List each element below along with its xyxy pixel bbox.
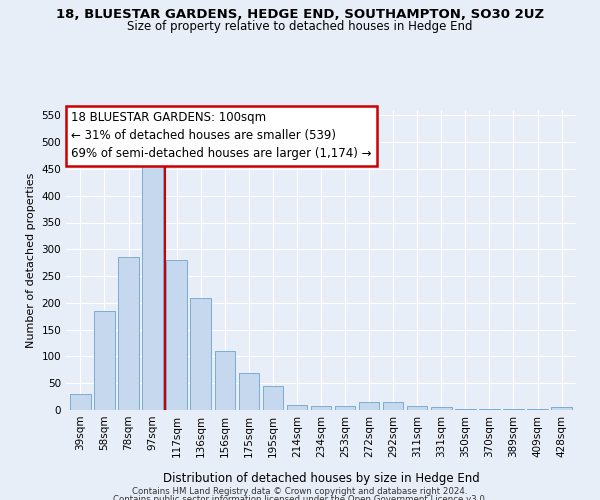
Text: 18 BLUESTAR GARDENS: 100sqm
← 31% of detached houses are smaller (539)
69% of se: 18 BLUESTAR GARDENS: 100sqm ← 31% of det…: [71, 112, 371, 160]
Bar: [190, 298, 211, 410]
Bar: [287, 404, 307, 410]
Bar: [527, 409, 548, 410]
Bar: [263, 386, 283, 410]
Bar: [311, 406, 331, 410]
Bar: [94, 311, 115, 410]
Bar: [383, 402, 403, 410]
Bar: [503, 409, 524, 410]
Bar: [70, 394, 91, 410]
Bar: [431, 408, 452, 410]
Bar: [407, 406, 427, 410]
Bar: [335, 406, 355, 410]
Bar: [479, 409, 500, 410]
Bar: [142, 166, 163, 410]
Text: Contains public sector information licensed under the Open Government Licence v3: Contains public sector information licen…: [113, 495, 487, 500]
Text: Contains HM Land Registry data © Crown copyright and database right 2024.: Contains HM Land Registry data © Crown c…: [132, 488, 468, 496]
Bar: [239, 372, 259, 410]
Bar: [166, 260, 187, 410]
Text: 18, BLUESTAR GARDENS, HEDGE END, SOUTHAMPTON, SO30 2UZ: 18, BLUESTAR GARDENS, HEDGE END, SOUTHAM…: [56, 8, 544, 20]
Bar: [359, 402, 379, 410]
Bar: [551, 408, 572, 410]
Y-axis label: Number of detached properties: Number of detached properties: [26, 172, 36, 348]
Text: Distribution of detached houses by size in Hedge End: Distribution of detached houses by size …: [163, 472, 479, 485]
Text: Size of property relative to detached houses in Hedge End: Size of property relative to detached ho…: [127, 20, 473, 33]
Bar: [455, 409, 476, 410]
Bar: [215, 351, 235, 410]
Bar: [118, 258, 139, 410]
